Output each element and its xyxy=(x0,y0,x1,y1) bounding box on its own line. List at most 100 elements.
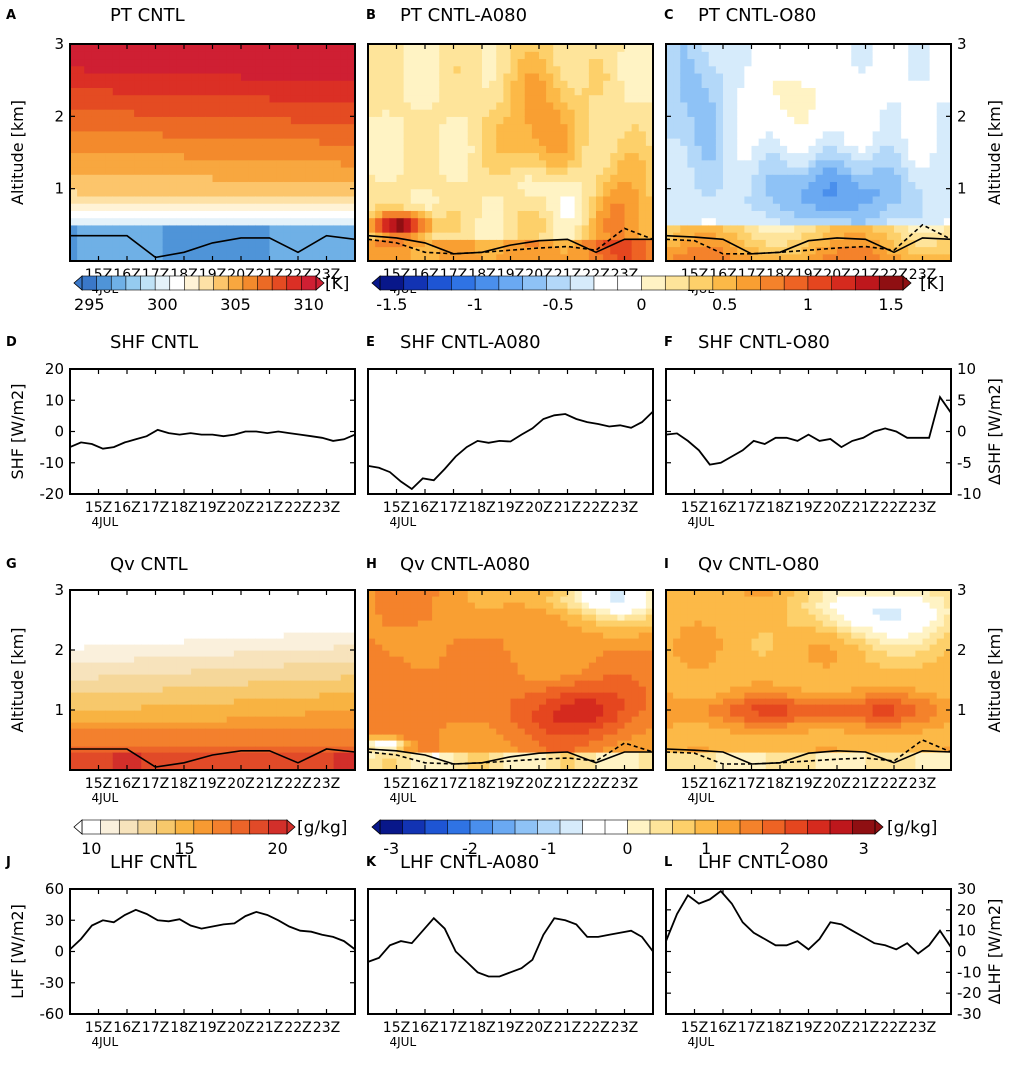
heatmap-cells xyxy=(368,44,653,261)
heatmap-cell xyxy=(417,65,426,74)
heatmap-cell xyxy=(269,758,278,765)
heatmap-cell xyxy=(865,210,874,219)
heatmap-cell xyxy=(375,101,383,110)
y-axis-label: SHF [W/m2] xyxy=(8,384,27,480)
heatmap-cell xyxy=(453,145,462,154)
heatmap-cell xyxy=(694,195,703,204)
heatmap-cell xyxy=(305,159,313,168)
heatmap-cell xyxy=(751,152,760,161)
heatmap-cell xyxy=(84,101,92,110)
heatmap-cell xyxy=(105,620,114,627)
heatmap-cell xyxy=(105,716,114,723)
heatmap-cell xyxy=(191,145,199,154)
heatmap-cell xyxy=(134,58,142,67)
heatmap-cell xyxy=(326,632,335,639)
heatmap-cell xyxy=(326,740,335,747)
heatmap-cell xyxy=(708,174,717,183)
heatmap-cell xyxy=(283,680,292,687)
heatmap-cell xyxy=(730,203,738,211)
heatmap-cell xyxy=(77,224,85,233)
heatmap-cell xyxy=(624,188,633,197)
heatmap-cell xyxy=(84,656,92,663)
heatmap-cell xyxy=(758,166,767,175)
heatmap-cell xyxy=(517,246,526,255)
heatmap-cell xyxy=(333,764,342,770)
heatmap-cell xyxy=(410,253,419,261)
heatmap-cell xyxy=(396,101,405,110)
heatmap-cell xyxy=(347,152,355,161)
heatmap-cell xyxy=(155,710,164,717)
heatmap-cell xyxy=(169,650,178,657)
heatmap-cell xyxy=(396,80,405,88)
heatmap-cell xyxy=(389,159,398,168)
heatmap-cell xyxy=(389,130,398,139)
heatmap-cell xyxy=(425,51,433,60)
heatmap-cell xyxy=(765,51,774,60)
heatmap-cell xyxy=(205,692,214,699)
heatmap-cell xyxy=(794,239,802,248)
heatmap-cell xyxy=(112,764,121,770)
heatmap-cell xyxy=(851,123,859,132)
heatmap-cell xyxy=(326,174,335,183)
heatmap-cell xyxy=(176,159,185,168)
heatmap-cell xyxy=(645,51,653,60)
heatmap-cell xyxy=(184,101,192,110)
heatmap-cell xyxy=(772,203,781,211)
heatmap-cell xyxy=(233,674,242,681)
heatmap-cell xyxy=(176,764,185,770)
heatmap-cell xyxy=(524,210,533,219)
heatmap-cell xyxy=(794,94,802,103)
heatmap-cell xyxy=(241,632,249,639)
heatmap-cell xyxy=(765,58,774,67)
heatmap-cell xyxy=(333,101,342,110)
heatmap-cell xyxy=(112,620,121,627)
heatmap-cell xyxy=(865,166,874,175)
heatmap-cell xyxy=(901,130,909,139)
heatmap-cell xyxy=(772,188,781,197)
heatmap-cell xyxy=(269,44,278,52)
heatmap-cell xyxy=(708,188,717,197)
heatmap-cell xyxy=(865,123,874,132)
heatmap-cell xyxy=(191,51,199,60)
heatmap-cell xyxy=(91,217,100,226)
heatmap-cell xyxy=(758,130,767,139)
heatmap-cell xyxy=(290,662,299,669)
heatmap-cell xyxy=(936,174,945,183)
heatmap-cell xyxy=(77,174,85,183)
heatmap-cell xyxy=(134,159,142,168)
heatmap-cell xyxy=(666,130,674,139)
heatmap-cell xyxy=(467,94,476,103)
heatmap-cell xyxy=(596,232,604,240)
heatmap-cell xyxy=(141,704,149,711)
heatmap-cell xyxy=(879,145,888,154)
heatmap-cell xyxy=(524,253,533,261)
heatmap-cell xyxy=(708,166,717,175)
heatmap-cell xyxy=(283,716,292,723)
heatmap-cell xyxy=(184,174,192,183)
heatmap-cell xyxy=(701,195,710,204)
heatmap-cell xyxy=(815,232,824,240)
heatmap-cell xyxy=(141,650,149,657)
heatmap-cell xyxy=(396,152,405,161)
heatmap-cell xyxy=(148,650,157,657)
heatmap-cell xyxy=(112,239,121,248)
heatmap-cell xyxy=(879,232,888,240)
heatmap-cell xyxy=(205,87,214,96)
heatmap-cell xyxy=(219,152,228,161)
heatmap-cell xyxy=(396,217,405,226)
heatmap-cell xyxy=(403,138,412,146)
heatmap-cell xyxy=(319,686,328,693)
heatmap-cell xyxy=(205,686,214,693)
heatmap-cell xyxy=(326,253,335,261)
heatmap-cell xyxy=(283,608,292,615)
heatmap-cell xyxy=(694,239,703,248)
heatmap-cell xyxy=(638,58,647,67)
heatmap-cell xyxy=(134,203,142,211)
heatmap-cell xyxy=(758,181,767,190)
heatmap-cell xyxy=(312,181,320,190)
heatmap-cell xyxy=(212,166,221,175)
heatmap-cell xyxy=(326,210,335,219)
heatmap-cell xyxy=(858,116,867,125)
heatmap-cell xyxy=(588,87,597,96)
heatmap-cell xyxy=(98,145,107,154)
